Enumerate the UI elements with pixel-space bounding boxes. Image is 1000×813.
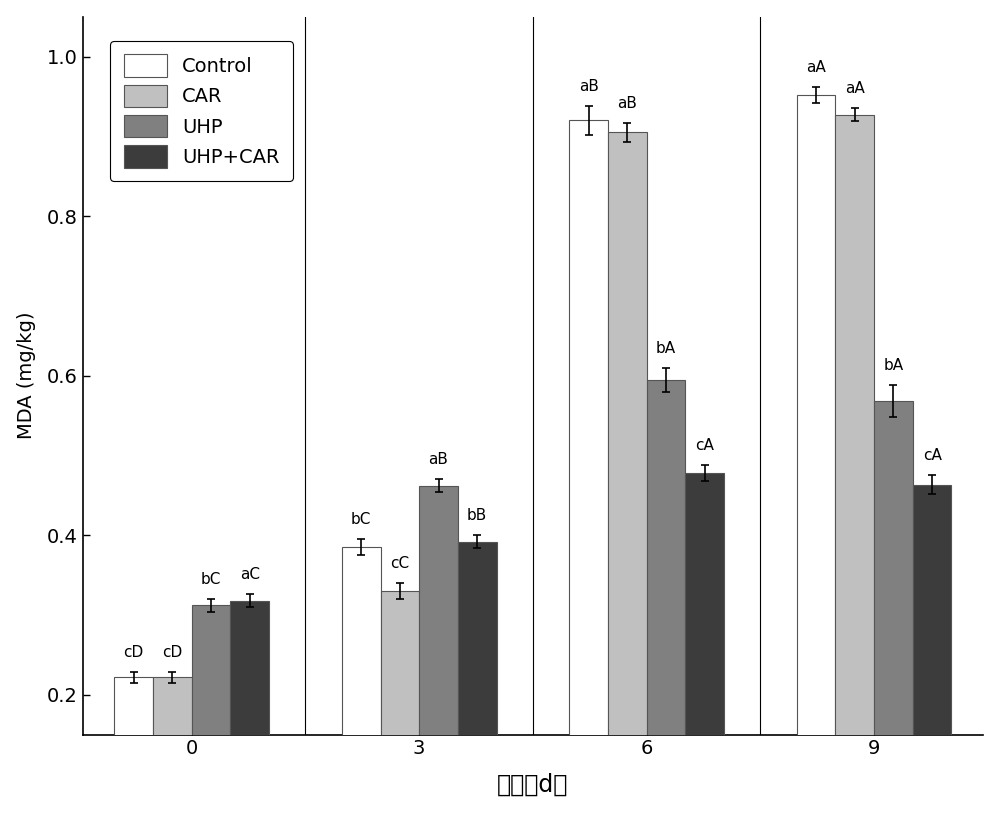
Bar: [685, 473, 724, 813]
Text: bC: bC: [201, 572, 221, 587]
Y-axis label: MDA (mg/kg): MDA (mg/kg): [17, 312, 36, 439]
Bar: [913, 485, 951, 813]
Legend: Control, CAR, UHP, UHP+CAR: Control, CAR, UHP, UHP+CAR: [110, 41, 293, 181]
Text: cC: cC: [390, 556, 409, 571]
Text: cD: cD: [162, 645, 182, 659]
Text: aB: aB: [579, 79, 599, 94]
Bar: [647, 380, 685, 813]
Bar: [608, 133, 647, 813]
Text: cD: cD: [124, 645, 144, 659]
Text: aA: aA: [806, 60, 826, 75]
Text: aB: aB: [429, 452, 448, 467]
Bar: [342, 547, 381, 813]
Text: bA: bA: [883, 359, 904, 373]
Bar: [381, 591, 419, 813]
X-axis label: 天数（d）: 天数（d）: [497, 772, 569, 796]
Bar: [874, 401, 913, 813]
Text: cA: cA: [695, 438, 714, 453]
Text: bA: bA: [656, 341, 676, 355]
Bar: [797, 95, 835, 813]
Text: bB: bB: [467, 508, 487, 524]
Text: bC: bC: [351, 512, 371, 527]
Bar: [192, 606, 230, 813]
Text: aA: aA: [845, 81, 865, 97]
Bar: [114, 677, 153, 813]
Text: aB: aB: [617, 96, 637, 111]
Bar: [419, 485, 458, 813]
Text: aC: aC: [240, 567, 260, 582]
Bar: [230, 601, 269, 813]
Text: cA: cA: [923, 449, 942, 463]
Bar: [835, 115, 874, 813]
Bar: [458, 541, 497, 813]
Bar: [569, 120, 608, 813]
Bar: [153, 677, 192, 813]
